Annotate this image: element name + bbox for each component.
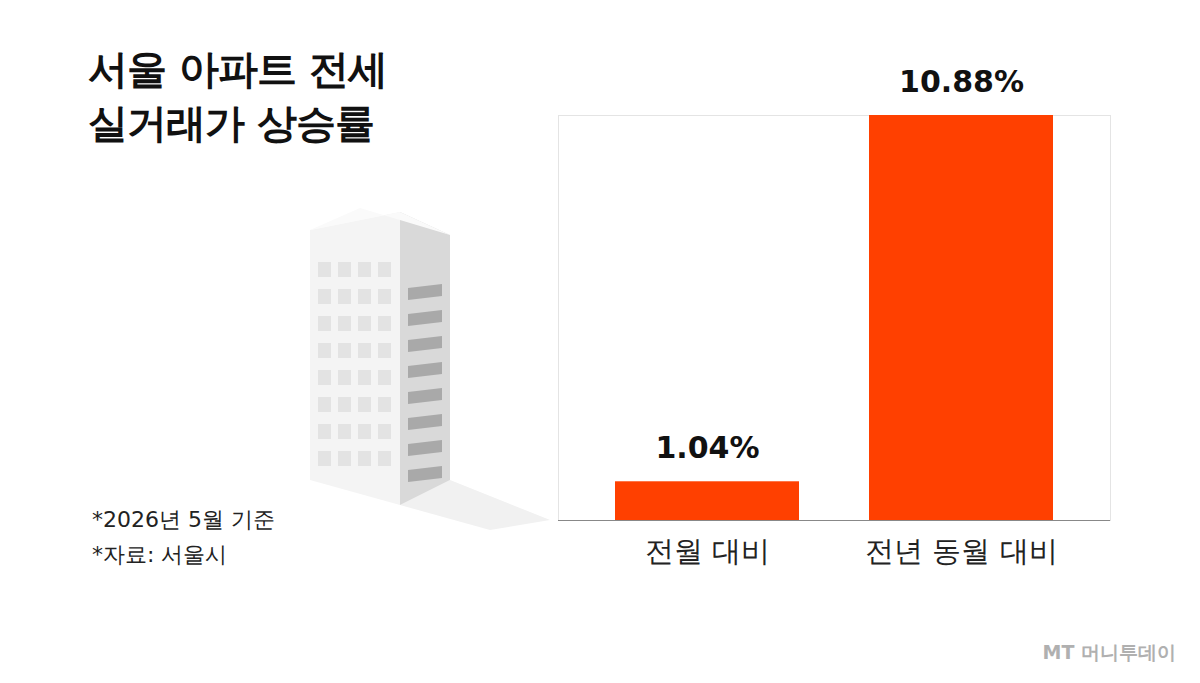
svg-text:10.88%: 10.88%: [899, 64, 1024, 99]
svg-text:전월 대비: 전월 대비: [645, 534, 770, 568]
svg-text:전년 동월 대비: 전년 동월 대비: [865, 534, 1057, 568]
html-text:서울 아파트 전세 실거래가 상승률: 서울 아파트 전세 실거래가 상승률: [88, 46, 387, 146]
html-text:*2026년 5월 기준: *2026년 5월 기준: [92, 507, 275, 532]
svg-text:1.04%: 1.04%: [655, 430, 759, 465]
html-text:*자료: 서울시: *자료: 서울시: [92, 542, 228, 568]
html-text:MT 머니투데이: MT 머니투데이: [1042, 641, 1176, 663]
